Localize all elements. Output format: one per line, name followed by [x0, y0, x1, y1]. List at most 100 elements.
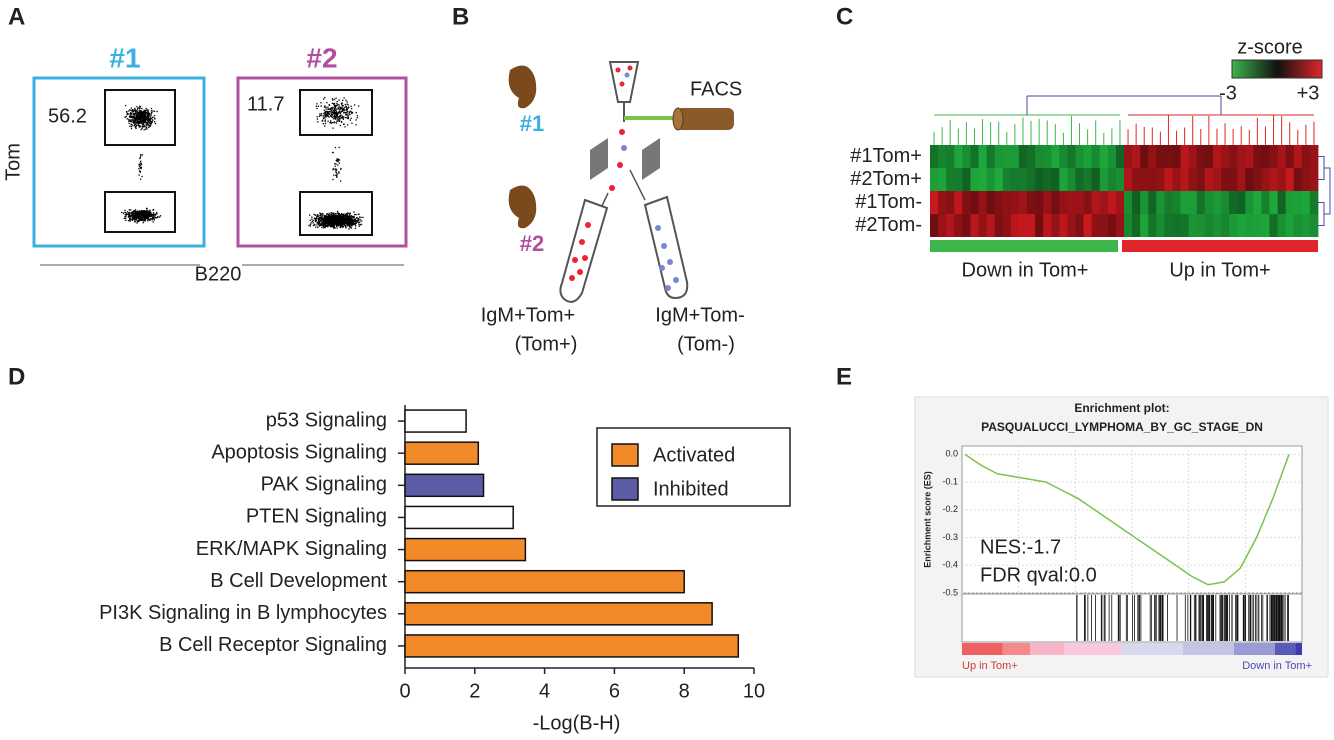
- dot: [340, 218, 342, 221]
- dot: [146, 124, 148, 127]
- dot: [334, 116, 336, 118]
- dot: [335, 222, 337, 225]
- plot-frame: [32, 76, 206, 248]
- dot: [143, 116, 145, 118]
- bar: [404, 634, 740, 658]
- dot: [337, 223, 339, 226]
- dot: [133, 209, 135, 212]
- dot: [336, 218, 338, 221]
- dot: [141, 115, 143, 117]
- dot: [347, 217, 349, 219]
- dot: [136, 211, 139, 213]
- dot: [327, 221, 329, 223]
- dot: [327, 106, 329, 108]
- dot: [131, 217, 134, 220]
- dot: [332, 220, 335, 222]
- dot: [132, 119, 134, 122]
- heat-cell: [1002, 191, 1012, 214]
- dot: [139, 214, 141, 217]
- heat-cell: [1002, 214, 1012, 237]
- dot: [332, 113, 335, 115]
- dot: [339, 117, 341, 120]
- heat-cell: [1018, 214, 1028, 237]
- dot: [317, 226, 319, 228]
- dot: [135, 127, 137, 130]
- dot: [347, 212, 349, 214]
- dot: [341, 223, 343, 225]
- dot: [132, 118, 134, 120]
- dot: [146, 218, 149, 220]
- dot: [146, 210, 148, 212]
- heat-cell: [1091, 145, 1101, 168]
- dot: [354, 227, 357, 229]
- axis-label: B220: [195, 263, 242, 285]
- dot: [338, 159, 341, 161]
- dot: [158, 216, 161, 218]
- dot: [147, 214, 149, 216]
- dot: [329, 221, 331, 223]
- heat-cell: [1059, 145, 1068, 168]
- dot: [315, 219, 317, 222]
- dot: [126, 111, 128, 113]
- bar-chart: 0 2 4 6 8 10 -Log(B-H) p53 Signaling Apoptosis S…: [99, 405, 791, 734]
- y-tick-label: PTEN Signaling: [246, 506, 387, 528]
- sample-title: #1: [109, 42, 140, 73]
- heat-cell: [1067, 168, 1076, 191]
- heat-cell: [1188, 168, 1198, 191]
- dot: [125, 219, 127, 222]
- dot: [155, 217, 157, 219]
- dot: [159, 215, 162, 217]
- dot: [358, 225, 360, 227]
- dot: [140, 128, 142, 131]
- dot: [138, 118, 140, 120]
- dot: [137, 116, 139, 118]
- dot: [327, 111, 329, 113]
- dot: [320, 102, 322, 104]
- dot: [324, 226, 326, 229]
- dot: [345, 219, 348, 221]
- dot: [148, 218, 150, 221]
- dot: [148, 118, 150, 120]
- dot: [334, 213, 336, 215]
- dot: [322, 117, 325, 120]
- dot: [143, 218, 145, 221]
- dot: [132, 214, 134, 217]
- heat-cell: [1067, 214, 1076, 237]
- y-tick-label: -0.5: [942, 587, 958, 597]
- dot: [141, 121, 143, 123]
- dot: [337, 112, 339, 114]
- dot: [144, 118, 146, 121]
- dot: [134, 211, 137, 214]
- dot: [329, 110, 331, 113]
- dot: [350, 227, 353, 229]
- dot: [134, 107, 136, 110]
- heat-cell: [1204, 191, 1214, 214]
- dot: [321, 217, 323, 220]
- dot: [131, 219, 133, 221]
- dot: [137, 122, 140, 125]
- dot: [335, 116, 337, 118]
- dot: [346, 213, 348, 215]
- dot: [358, 222, 360, 224]
- dot: [340, 216, 343, 218]
- heat-cell: [1124, 168, 1133, 191]
- plot-subtitle: PASQUALUCCI_LYMPHOMA_BY_GC_STAGE_DN: [981, 420, 1263, 434]
- dot: [336, 222, 338, 224]
- dot: [141, 125, 144, 127]
- dot: [134, 120, 137, 122]
- dot: [325, 111, 327, 113]
- dot: [137, 214, 139, 217]
- heat-cell: [938, 145, 947, 168]
- dot: [131, 215, 134, 217]
- dot: [129, 109, 131, 111]
- legend-label: Inhibited: [653, 478, 729, 500]
- dot: [145, 212, 147, 214]
- dot: [151, 216, 153, 218]
- heat-cell: [1027, 214, 1036, 237]
- dot: [315, 226, 317, 228]
- heat-cell: [1285, 214, 1295, 237]
- dot: [343, 112, 345, 114]
- dot: [332, 213, 334, 215]
- dot: [333, 111, 335, 113]
- dot: [143, 129, 145, 131]
